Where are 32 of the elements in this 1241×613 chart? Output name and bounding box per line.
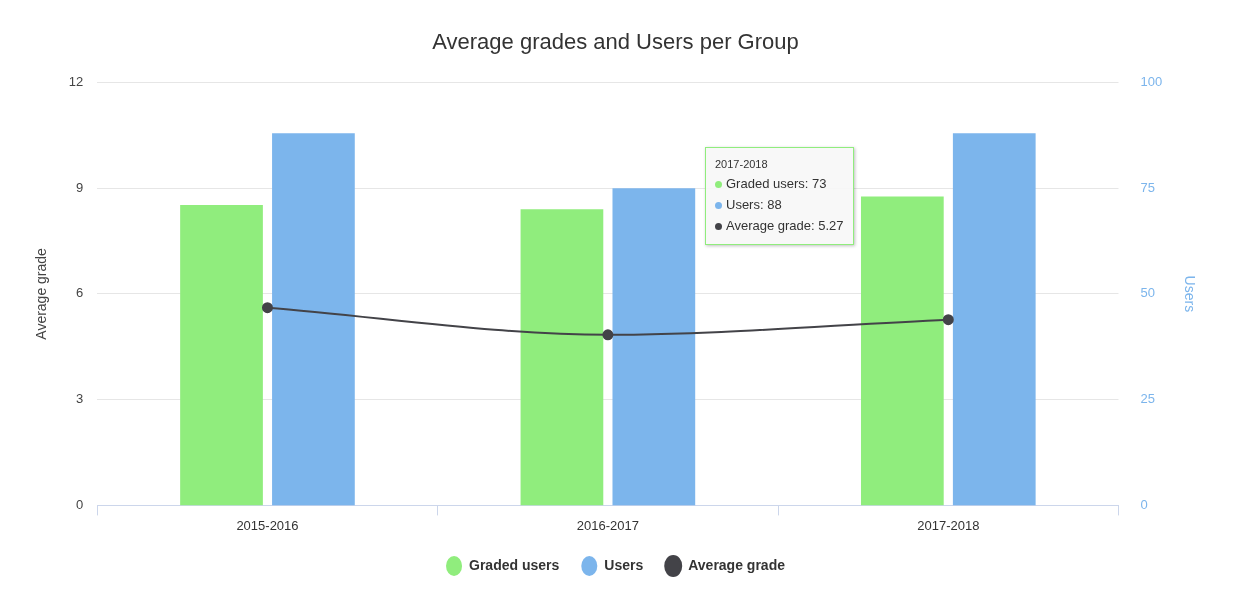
x-tick-label: 2015-2016: [236, 517, 299, 533]
legend-label: Average grade: [688, 556, 786, 573]
chart-title: Average grades and Users per Group: [432, 29, 799, 55]
y2-tick-label: 50: [1140, 285, 1155, 301]
point: [261, 302, 273, 314]
point: [942, 314, 954, 326]
y-axis-title: Average grade: [33, 247, 50, 340]
annotation: Graded users: 73: [726, 176, 827, 191]
y-tick-label: 12: [68, 73, 84, 89]
bar: [520, 209, 604, 506]
point: [602, 329, 614, 341]
legend-label: Graded users: [469, 556, 560, 573]
annotation: Users: 88: [726, 197, 782, 212]
bar: [860, 196, 944, 506]
y2-tick-label: 0: [1140, 496, 1148, 512]
y2-axis-title: Users: [1181, 275, 1198, 313]
y-tick-label: 9: [76, 179, 84, 195]
bar: [272, 133, 355, 506]
x-tick-label: 2016-2017: [576, 517, 639, 533]
y-tick-label: 0: [76, 496, 84, 512]
bar: [180, 205, 263, 506]
bar: [952, 133, 1036, 506]
x-tick-label: 2017-2018: [917, 517, 980, 533]
y-tick-label: 6: [76, 285, 84, 301]
legend-label: Users: [604, 556, 644, 573]
y2-tick-label: 25: [1140, 391, 1155, 407]
y2-tick-label: 75: [1140, 179, 1155, 195]
bar: [612, 188, 696, 506]
y-tick-label: 3: [76, 391, 84, 407]
y2-tick-label: 100: [1140, 73, 1163, 89]
annotation: Average grade: 5.27: [726, 218, 844, 233]
annotation: 2017-2018: [715, 157, 769, 172]
